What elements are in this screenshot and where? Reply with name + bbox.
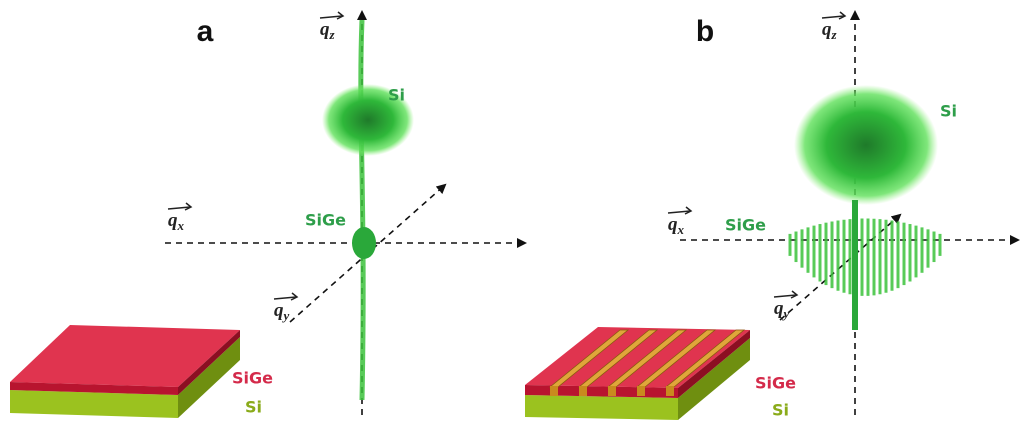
sige-peak [352, 227, 376, 259]
layer-label: SiGe [232, 369, 273, 388]
wire-end [550, 386, 558, 396]
axis-sub: z [329, 27, 336, 42]
axis-label-text: qy [274, 300, 290, 323]
vector-arrow [273, 296, 297, 300]
peak-label: Si [388, 86, 405, 105]
wire-end [666, 386, 674, 396]
vector-arrow-head [684, 206, 693, 215]
layer-label: SiGe [755, 374, 796, 393]
substrate [10, 325, 240, 418]
axis-label-text: qx [668, 214, 685, 237]
wire-end [608, 386, 616, 396]
vector-arrow [821, 15, 845, 19]
wire-end [637, 386, 645, 396]
axis-label: qx [667, 206, 693, 237]
vector-arrow-head [838, 11, 847, 20]
peak-label: Si [940, 102, 957, 121]
panel-a: a Si SiGe SiGe Si qz qx qy [10, 10, 527, 418]
vector-arrow-head [184, 202, 193, 211]
qy-axis [779, 213, 902, 321]
axis-base: q [168, 210, 178, 231]
axis-sub: z [831, 27, 838, 42]
panel-label: a [197, 15, 214, 48]
axis-base: q [320, 19, 330, 40]
axis-base: q [822, 19, 832, 40]
layer-label: Si [245, 398, 262, 417]
layer-label: Si [772, 401, 789, 420]
grating-substrate [525, 327, 750, 420]
panel-b: b Si SiGe SiGe Si qz qx qy [525, 10, 1020, 420]
wire-end [579, 386, 587, 396]
vector-arrow [667, 210, 691, 214]
axis-label: qz [319, 11, 345, 42]
vector-arrow-head [336, 11, 345, 20]
peak-label: SiGe [305, 211, 346, 230]
axis-sub: x [177, 218, 185, 233]
vector-arrow-head [290, 292, 299, 301]
vector-arrow [319, 15, 343, 19]
panel-label: b [696, 15, 714, 48]
axis-label-text: qz [320, 19, 336, 42]
si-peak [794, 85, 938, 205]
axis-base: q [668, 214, 678, 235]
axis-label: qy [273, 292, 299, 323]
axis-sub: y [282, 308, 290, 323]
axis-label: qx [167, 202, 193, 233]
axis-label-text: qz [822, 19, 838, 42]
vector-arrow [167, 206, 191, 210]
peak-label: SiGe [725, 216, 766, 235]
axis-label-text: qy [774, 298, 790, 321]
axis-sub: y [782, 306, 790, 321]
vector-arrow [773, 294, 797, 298]
axis-base: q [774, 298, 784, 319]
sige-fringes [788, 200, 942, 330]
vector-arrow-head [790, 290, 799, 299]
axis-label: qy [773, 290, 799, 321]
rod [358, 19, 366, 401]
si-peak [322, 84, 414, 156]
axis-label: qz [821, 11, 847, 42]
axis-label-text: qx [168, 210, 185, 233]
axis-base: q [274, 300, 284, 321]
axis-sub: x [677, 222, 685, 237]
